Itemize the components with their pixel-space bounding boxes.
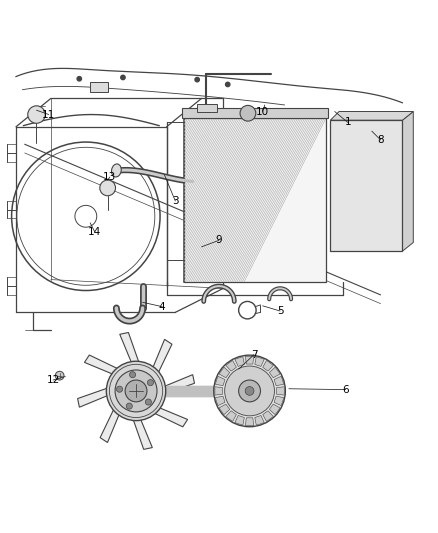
Polygon shape: [163, 375, 194, 394]
Circle shape: [115, 370, 157, 412]
Circle shape: [226, 82, 230, 87]
Text: 10: 10: [256, 107, 269, 117]
Circle shape: [126, 403, 132, 409]
Bar: [184, 118, 326, 282]
Circle shape: [106, 361, 166, 421]
Polygon shape: [152, 340, 172, 374]
Polygon shape: [215, 396, 225, 406]
Circle shape: [145, 399, 152, 405]
Polygon shape: [219, 367, 230, 378]
Text: 6: 6: [343, 385, 349, 394]
Polygon shape: [269, 367, 280, 378]
Circle shape: [125, 380, 147, 402]
Text: 1: 1: [345, 117, 351, 127]
Text: 4: 4: [159, 302, 166, 312]
Circle shape: [77, 77, 81, 81]
Polygon shape: [153, 407, 187, 427]
Polygon shape: [219, 404, 230, 415]
Polygon shape: [274, 376, 284, 386]
Polygon shape: [85, 355, 119, 375]
Text: 3: 3: [172, 196, 179, 206]
Polygon shape: [276, 387, 284, 395]
Polygon shape: [120, 333, 139, 364]
Ellipse shape: [112, 164, 121, 177]
Text: 14: 14: [88, 227, 101, 237]
Text: 8: 8: [377, 135, 384, 145]
Polygon shape: [403, 111, 413, 251]
Circle shape: [100, 180, 116, 196]
FancyBboxPatch shape: [330, 120, 403, 251]
Polygon shape: [330, 111, 413, 120]
Circle shape: [240, 106, 256, 121]
Text: 13: 13: [103, 172, 117, 182]
Polygon shape: [100, 408, 120, 442]
Circle shape: [147, 379, 153, 386]
Circle shape: [28, 106, 45, 123]
Circle shape: [55, 372, 64, 380]
Polygon shape: [215, 387, 223, 395]
Text: 9: 9: [215, 235, 223, 245]
Polygon shape: [245, 418, 254, 426]
Polygon shape: [255, 416, 264, 425]
Polygon shape: [78, 387, 109, 407]
Circle shape: [225, 366, 275, 416]
Circle shape: [121, 75, 125, 79]
Polygon shape: [215, 376, 225, 386]
Text: 11: 11: [42, 110, 55, 119]
Polygon shape: [255, 357, 264, 366]
Polygon shape: [263, 360, 273, 371]
Polygon shape: [226, 411, 237, 422]
Polygon shape: [269, 404, 280, 415]
Bar: [182, 108, 328, 118]
Circle shape: [214, 355, 286, 427]
Polygon shape: [235, 416, 244, 425]
Bar: [197, 103, 217, 111]
Bar: [90, 82, 108, 92]
Circle shape: [245, 386, 254, 395]
Polygon shape: [263, 411, 273, 422]
Circle shape: [130, 372, 136, 378]
Polygon shape: [245, 356, 254, 364]
Circle shape: [239, 380, 261, 402]
Polygon shape: [133, 418, 152, 449]
Circle shape: [117, 386, 123, 392]
Polygon shape: [235, 357, 244, 366]
Polygon shape: [274, 396, 284, 406]
Polygon shape: [226, 360, 237, 371]
Text: 12: 12: [46, 375, 60, 385]
Text: 5: 5: [277, 306, 283, 316]
Circle shape: [195, 77, 199, 82]
Text: 7: 7: [251, 350, 257, 360]
